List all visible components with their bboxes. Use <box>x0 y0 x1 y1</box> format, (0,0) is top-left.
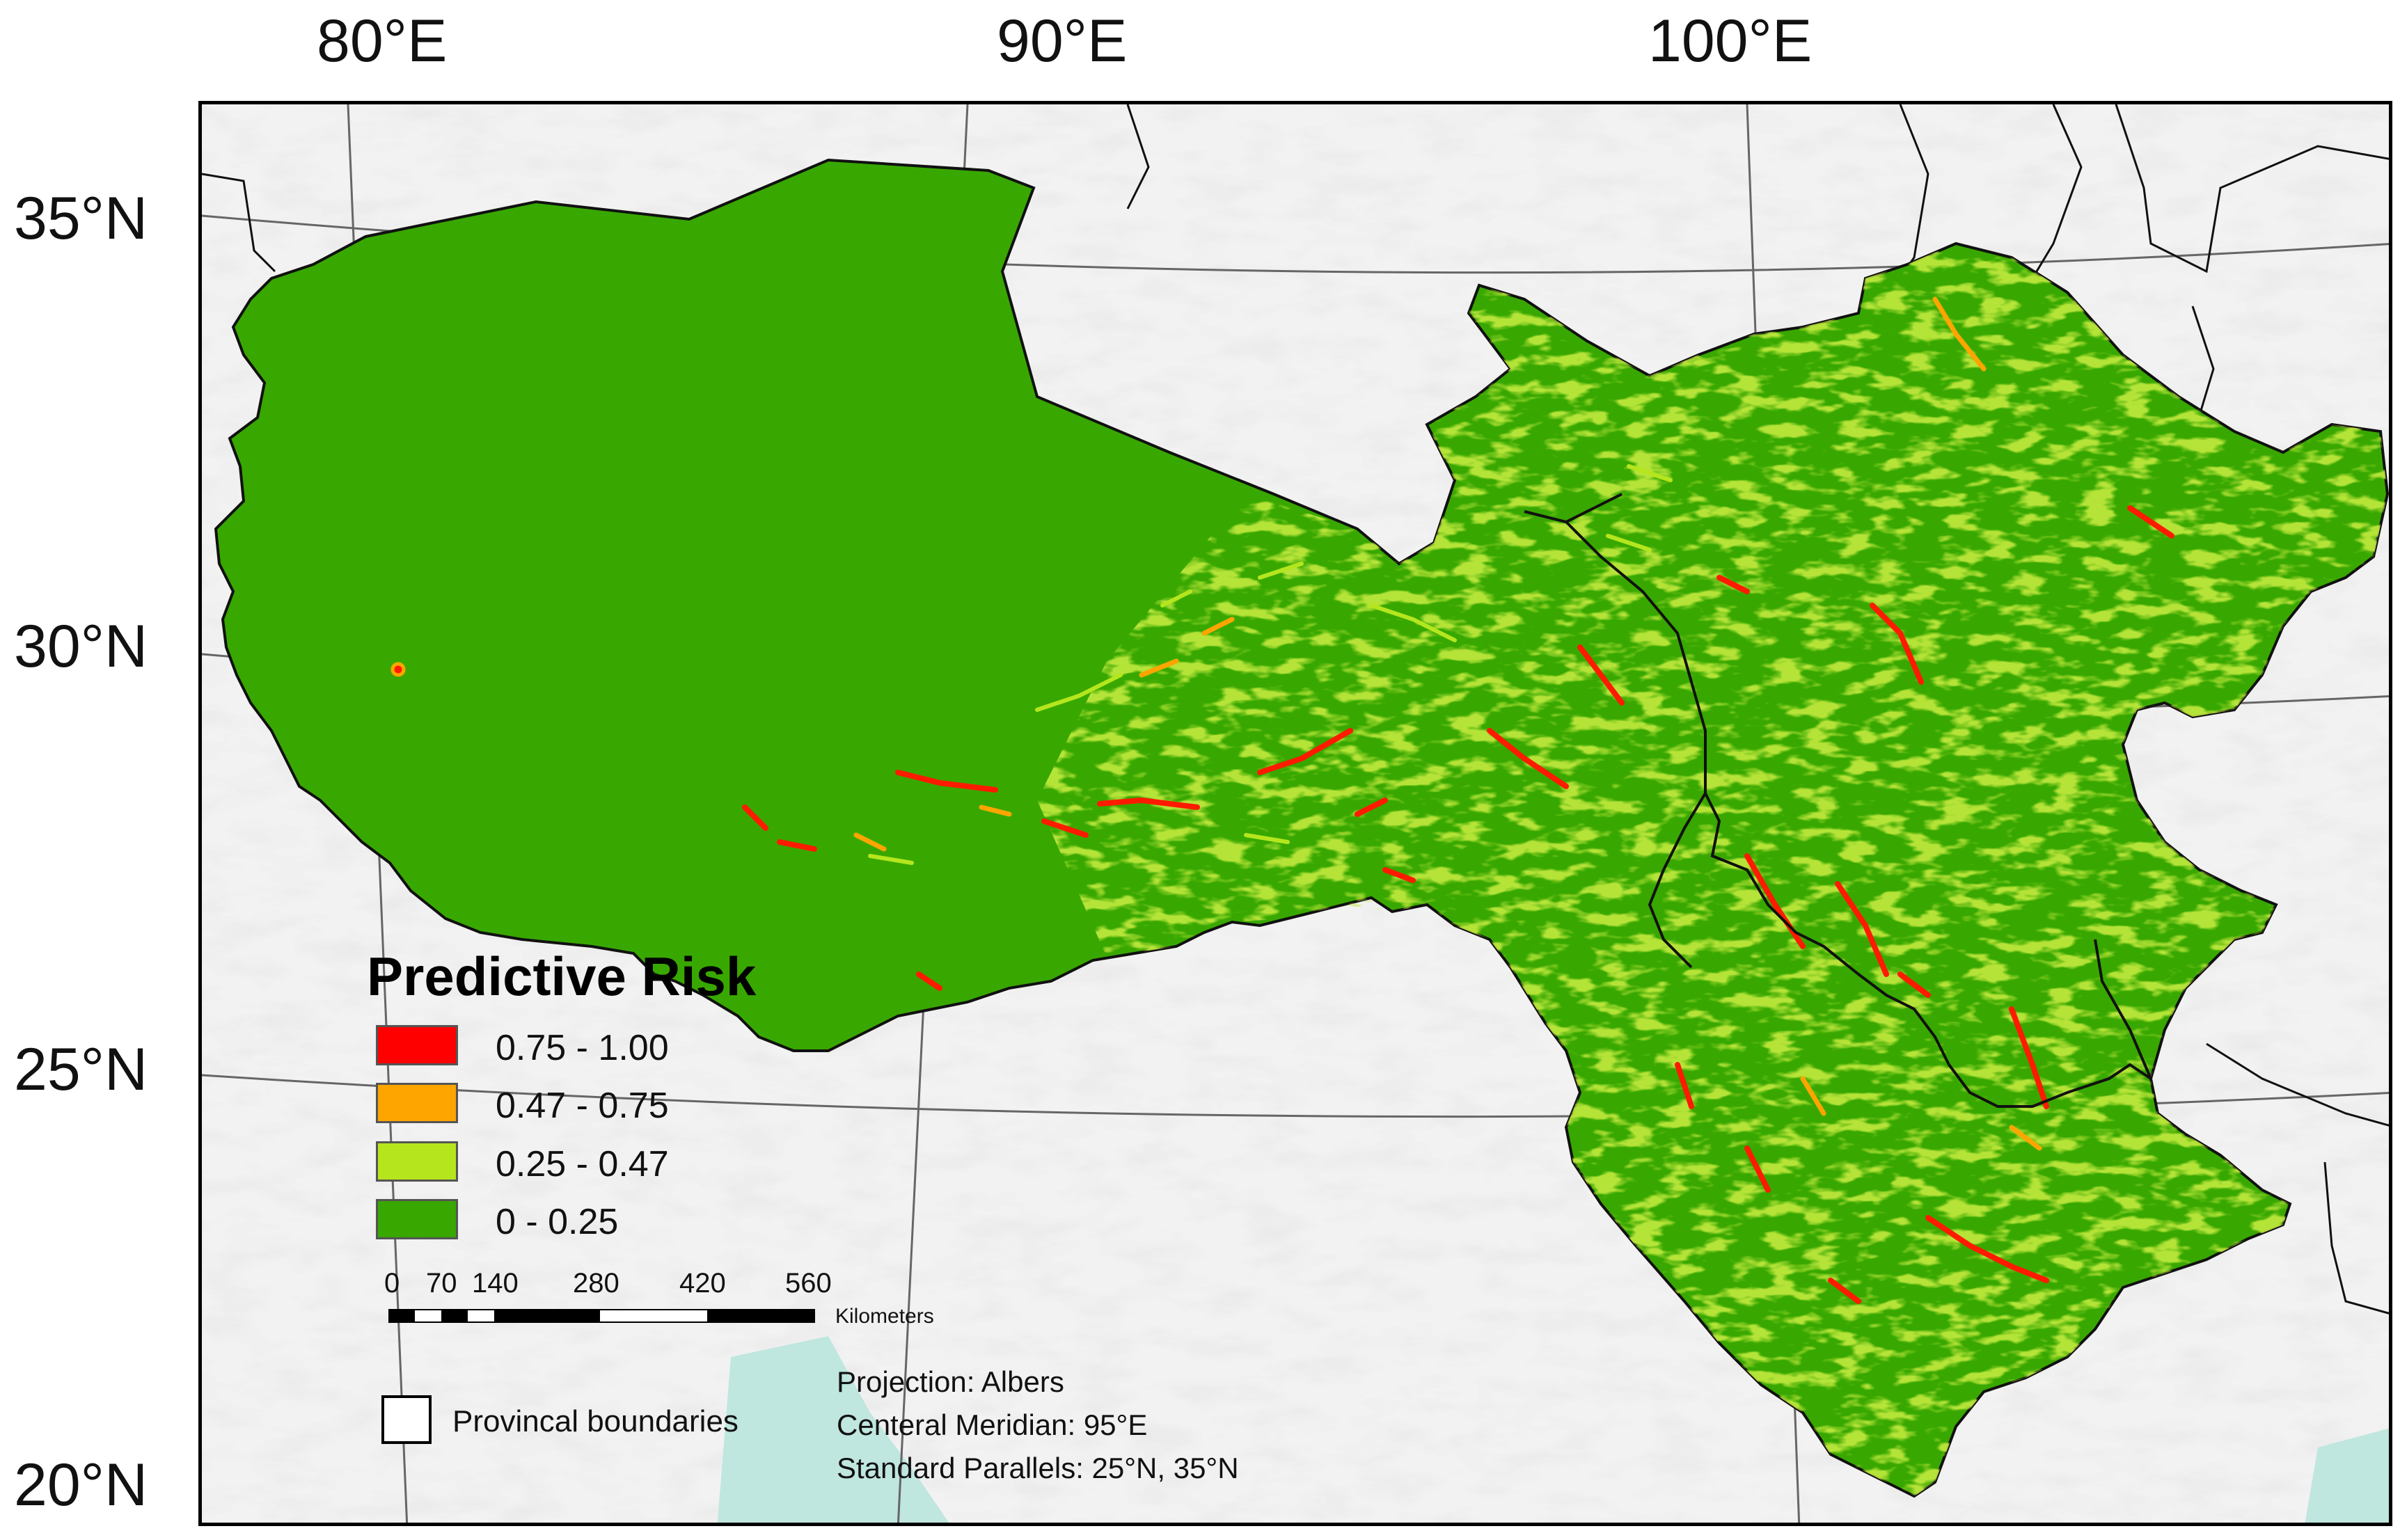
longitude-label-80e: 80°E <box>317 8 448 74</box>
central-meridian-note: Centeral Meridian: 95°E <box>837 1408 1148 1441</box>
latitude-label-25n: 25°N <box>14 1036 148 1103</box>
projection-note: Projection: Albers <box>837 1365 1064 1398</box>
scale-unit-label: Kilometers <box>835 1305 934 1328</box>
latitude-label-20n: 20°N <box>14 1452 148 1518</box>
legend-label-moderate-risk: 0.25 - 0.47 <box>496 1144 669 1184</box>
map-canvas <box>202 104 2389 1523</box>
legend-swatch-high-risk <box>376 1083 458 1123</box>
scale-tick-420: 420 <box>679 1268 726 1299</box>
scale-tick-560: 560 <box>785 1268 832 1299</box>
longitude-label-100e: 100°E <box>1648 8 1813 74</box>
map-frame[interactable] <box>198 101 2392 1526</box>
moderate-risk-streaks <box>868 464 1673 865</box>
scale-tick-0: 0 <box>384 1268 400 1299</box>
latitude-label-30n: 30°N <box>14 613 148 680</box>
legend-label-very-high-risk: 0.75 - 1.00 <box>496 1028 669 1068</box>
legend-label-high-risk: 0.47 - 0.75 <box>496 1086 669 1126</box>
legend-title: Predictive Risk <box>367 946 757 1007</box>
legend-swatch-low-risk <box>376 1199 458 1239</box>
standard-parallels-note: Standard Parallels: 25°N, 35°N <box>837 1452 1239 1484</box>
boundary-legend-label: Provincal boundaries <box>452 1404 739 1438</box>
longitude-label-90e: 90°E <box>997 8 1128 74</box>
legend-swatch-moderate-risk <box>376 1141 458 1182</box>
legend-label-low-risk: 0 - 0.25 <box>496 1202 619 1242</box>
medium-risk-streaks <box>853 296 2042 1151</box>
scale-tick-280: 280 <box>573 1268 619 1299</box>
scale-tick-140: 140 <box>472 1268 519 1299</box>
legend-swatch-very-high-risk <box>376 1025 458 1065</box>
bay-of-bengal-water <box>717 1336 949 1523</box>
isolated-risk-spot <box>390 662 406 677</box>
internal-provincial-boundaries <box>1524 493 2152 1108</box>
scale-tick-70: 70 <box>426 1268 457 1299</box>
gulf-water <box>2305 1428 2389 1523</box>
high-risk-streaks <box>742 505 2174 1304</box>
latitude-label-35n: 35°N <box>14 185 148 252</box>
scale-bar <box>388 1309 815 1323</box>
boundary-legend-swatch <box>381 1395 432 1444</box>
